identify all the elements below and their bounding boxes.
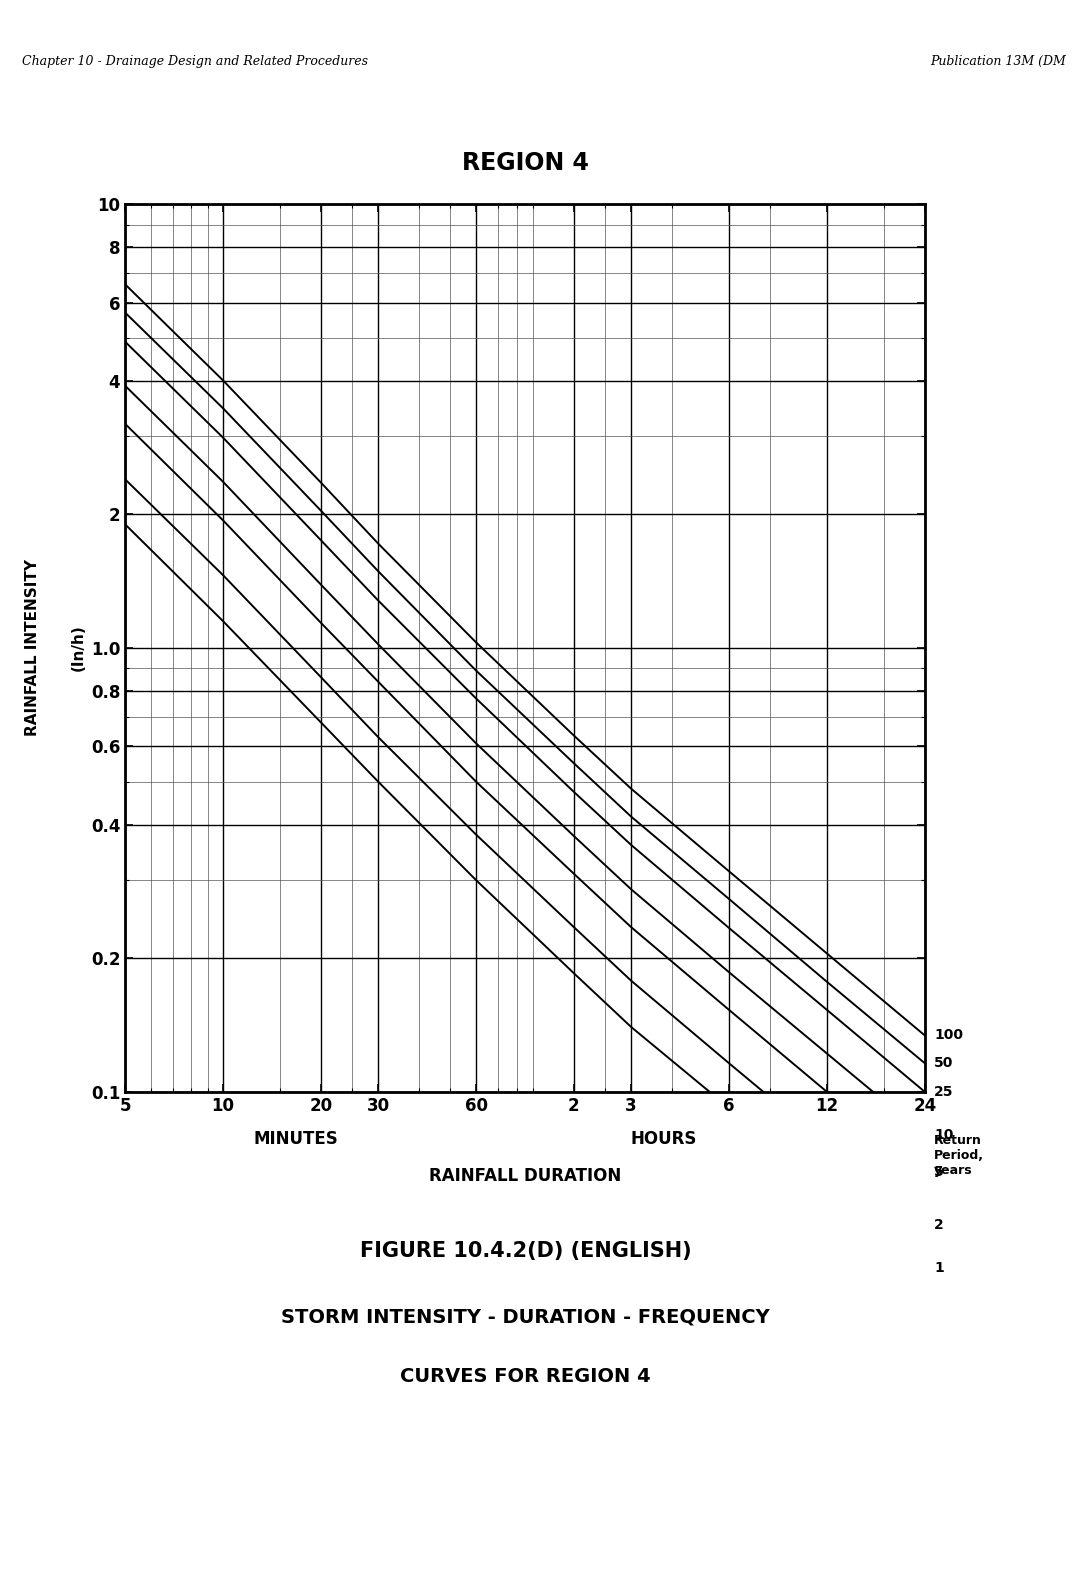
Text: CURVES FOR REGION 4: CURVES FOR REGION 4 [400,1367,651,1387]
Text: RAINFALL DURATION: RAINFALL DURATION [430,1167,621,1186]
Text: 25: 25 [935,1086,954,1098]
Text: RAINFALL INTENSITY: RAINFALL INTENSITY [25,559,40,735]
Text: Return
Period,
years: Return Period, years [935,1134,985,1177]
Text: Publication 13M (DM: Publication 13M (DM [930,55,1066,68]
Text: 2: 2 [935,1219,944,1232]
Text: 50: 50 [935,1056,954,1070]
Text: FIGURE 10.4.2(D) (ENGLISH): FIGURE 10.4.2(D) (ENGLISH) [360,1241,691,1262]
Text: HOURS: HOURS [630,1130,697,1148]
Text: 10: 10 [935,1128,954,1142]
Text: 1: 1 [935,1262,944,1276]
Text: 100: 100 [935,1029,963,1043]
Text: MINUTES: MINUTES [254,1130,338,1148]
Text: STORM INTENSITY - DURATION - FREQUENCY: STORM INTENSITY - DURATION - FREQUENCY [281,1307,770,1327]
Text: 5: 5 [935,1166,944,1178]
Text: REGION 4: REGION 4 [462,151,589,174]
Text: Chapter 10 - Drainage Design and Related Procedures: Chapter 10 - Drainage Design and Related… [22,55,368,68]
Text: (In/h): (In/h) [71,624,86,671]
